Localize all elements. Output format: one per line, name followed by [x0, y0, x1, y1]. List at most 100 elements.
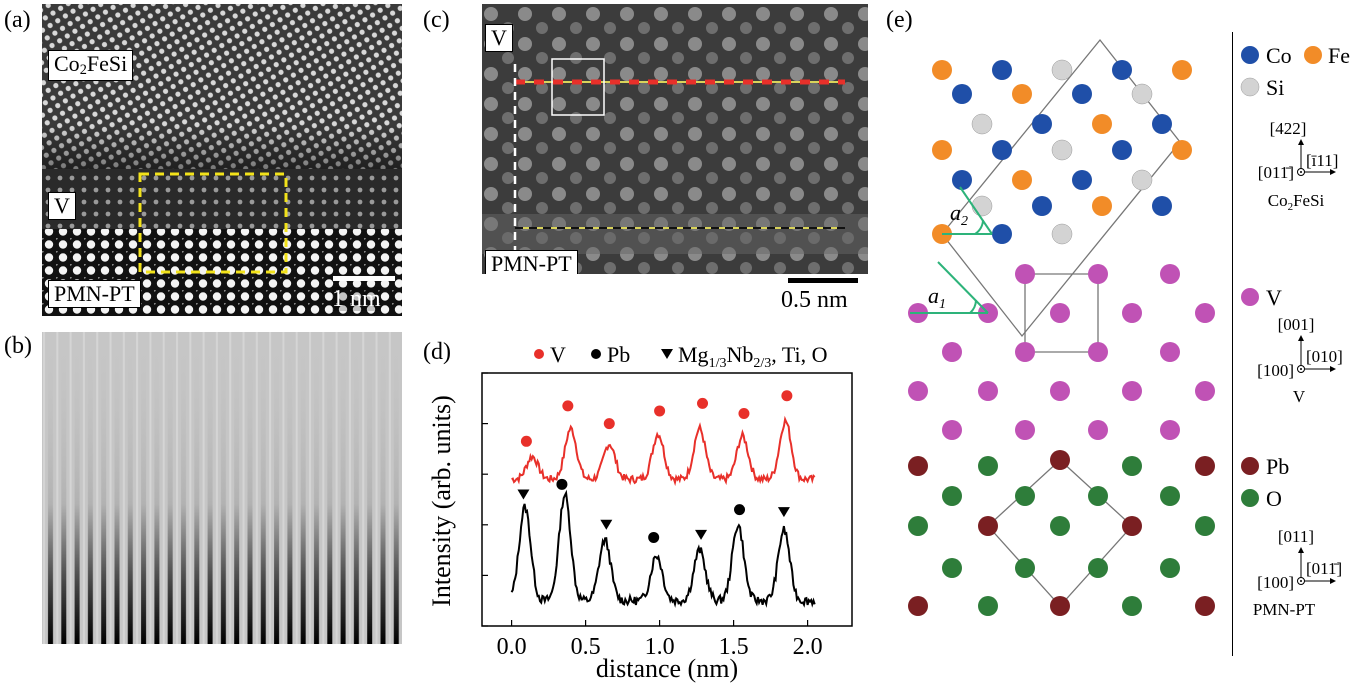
cofesi-atom: [1051, 59, 1073, 81]
black-series-line: [510, 489, 816, 608]
v-atom: [1195, 381, 1215, 401]
angle-a2-sub: 2: [961, 214, 968, 229]
panel-label-e: (e): [886, 7, 913, 33]
cofesi-atom: [1051, 139, 1073, 161]
v-atom: [1050, 381, 1070, 401]
atom-legend: Co Fe Si [422] [011̄] [ī11] Co2FeSi V [0…: [1240, 43, 1350, 619]
v-atom: [1122, 303, 1142, 323]
pb-atom: [1195, 596, 1215, 616]
cofesi-atom: [1131, 83, 1153, 105]
axis-v-right: [010]: [1306, 347, 1343, 366]
legend-marker-mgnb: [661, 349, 673, 359]
tag-pmnpt-a: PMN-PT: [48, 280, 141, 309]
cofesi-atom: [1152, 114, 1172, 134]
o-atom: [908, 516, 928, 536]
angle-a1-sub: 1: [939, 297, 946, 312]
x-tick-label: 0.0: [497, 634, 527, 660]
cofesi-atom: [992, 60, 1012, 80]
legend-marker-v: [534, 349, 544, 359]
tag-v-c: V: [485, 24, 513, 53]
scalebar-c-label: 0.5 nm: [781, 287, 848, 313]
red-series-line: [511, 415, 816, 487]
x-tick-label: 1.5: [719, 634, 749, 660]
v-atom: [908, 381, 928, 401]
panel-label-b: (b): [4, 333, 32, 359]
pb-atom: [908, 456, 928, 476]
v-atom: [1088, 420, 1108, 440]
cofesi-atom: [1092, 114, 1112, 134]
o-atom: [942, 558, 962, 578]
cofesi-atom: [952, 84, 972, 104]
legend-rest: , Ti, O: [771, 342, 827, 367]
v-atom: [1195, 303, 1215, 323]
angle-a1-a: a: [928, 283, 939, 308]
plot-frame: [481, 372, 853, 627]
cofesi-atom: [971, 195, 993, 217]
legend-co-label: Co: [1266, 43, 1292, 68]
axis-pmnpt-up: [011]: [1278, 527, 1314, 546]
cofesi-atom: [952, 170, 972, 190]
legend-o-label: O: [1266, 486, 1282, 511]
cofesi-atom: [992, 140, 1012, 160]
peak-marker: [562, 400, 574, 412]
axis-cofesi-up: [422]: [1270, 119, 1307, 138]
peak-markers: [517, 390, 793, 543]
v-atom: [1050, 303, 1070, 323]
legend-label-mgnb: Mg1/3Nb2/3, Ti, O: [678, 342, 828, 371]
y-axis-label: Intensity (arb. units): [427, 395, 456, 607]
legend-si-dot: [1240, 77, 1260, 97]
legend-fe-label: Fe: [1328, 43, 1350, 68]
axis-cofesi-name: Co2FeSi: [1268, 191, 1325, 213]
peak-marker: [777, 507, 790, 518]
cofesi-atom: [1012, 84, 1032, 104]
legend-nb: Nb: [726, 342, 753, 367]
v-atom: [1160, 264, 1180, 284]
cofesi-atom: [971, 113, 993, 135]
legend-fe-dot: [1304, 46, 1322, 64]
peak-marker: [520, 435, 532, 447]
cofesi-atom: [1172, 60, 1192, 80]
axis-v-left: [100]: [1257, 361, 1294, 380]
angle-a1-label: a1: [928, 283, 946, 312]
cofesi-atom: [1072, 84, 1092, 104]
o-atom: [978, 596, 998, 616]
panel-c-tem-zoom: V PMN-PT: [482, 4, 868, 274]
pb-atom: [1195, 456, 1215, 476]
o-atom: [978, 456, 998, 476]
peak-marker: [738, 407, 750, 419]
cofesi-atom: [1032, 114, 1052, 134]
cofesi-atom: [932, 60, 952, 80]
legend-label-pb: Pb: [607, 342, 630, 367]
v-atom: [1015, 264, 1035, 284]
panel-label-c: (c): [423, 7, 450, 33]
o-atom: [1015, 486, 1035, 506]
scalebar-a-label: 1 nm: [332, 286, 381, 312]
v-atom: [1088, 264, 1108, 284]
legend-v-label: V: [1266, 285, 1282, 310]
panel-label-d: (d): [423, 339, 451, 365]
tag-cofesi-rest: FeSi: [86, 51, 128, 76]
legend-co-dot: [1241, 46, 1259, 64]
v-atom: [1160, 342, 1180, 362]
angle-a1: [910, 261, 989, 314]
selection-box: [138, 172, 288, 274]
peak-marker: [648, 531, 660, 543]
tag-v-a: V: [48, 192, 76, 221]
cofesi-atom: [1131, 169, 1153, 191]
scalebar-c: [788, 278, 858, 283]
axis-pmnpt-left: [100]: [1257, 573, 1294, 592]
peak-marker: [517, 489, 530, 500]
pb-atom: [1050, 596, 1070, 616]
legend-mg: Mg: [678, 342, 709, 367]
cofesi-atom: [1072, 170, 1092, 190]
angle-a2-label: a2: [950, 200, 968, 229]
atom-grid: [908, 59, 1215, 616]
v-atom: [1088, 342, 1108, 362]
tag-cofesi-sub: 2: [79, 62, 87, 78]
intensity-chart: V Pb Mg1/3Nb2/3, Ti, O 0.0 0.5 1.0 1.5 2.0 d…: [427, 342, 853, 683]
legend-label-v: V: [550, 342, 566, 367]
o-atom: [1160, 486, 1180, 506]
panel-a-tem-image: Co2FeSi V PMN-PT 1 nm: [42, 4, 402, 316]
angle-a2-a: a: [950, 200, 961, 225]
legend-o-dot: [1241, 489, 1259, 507]
